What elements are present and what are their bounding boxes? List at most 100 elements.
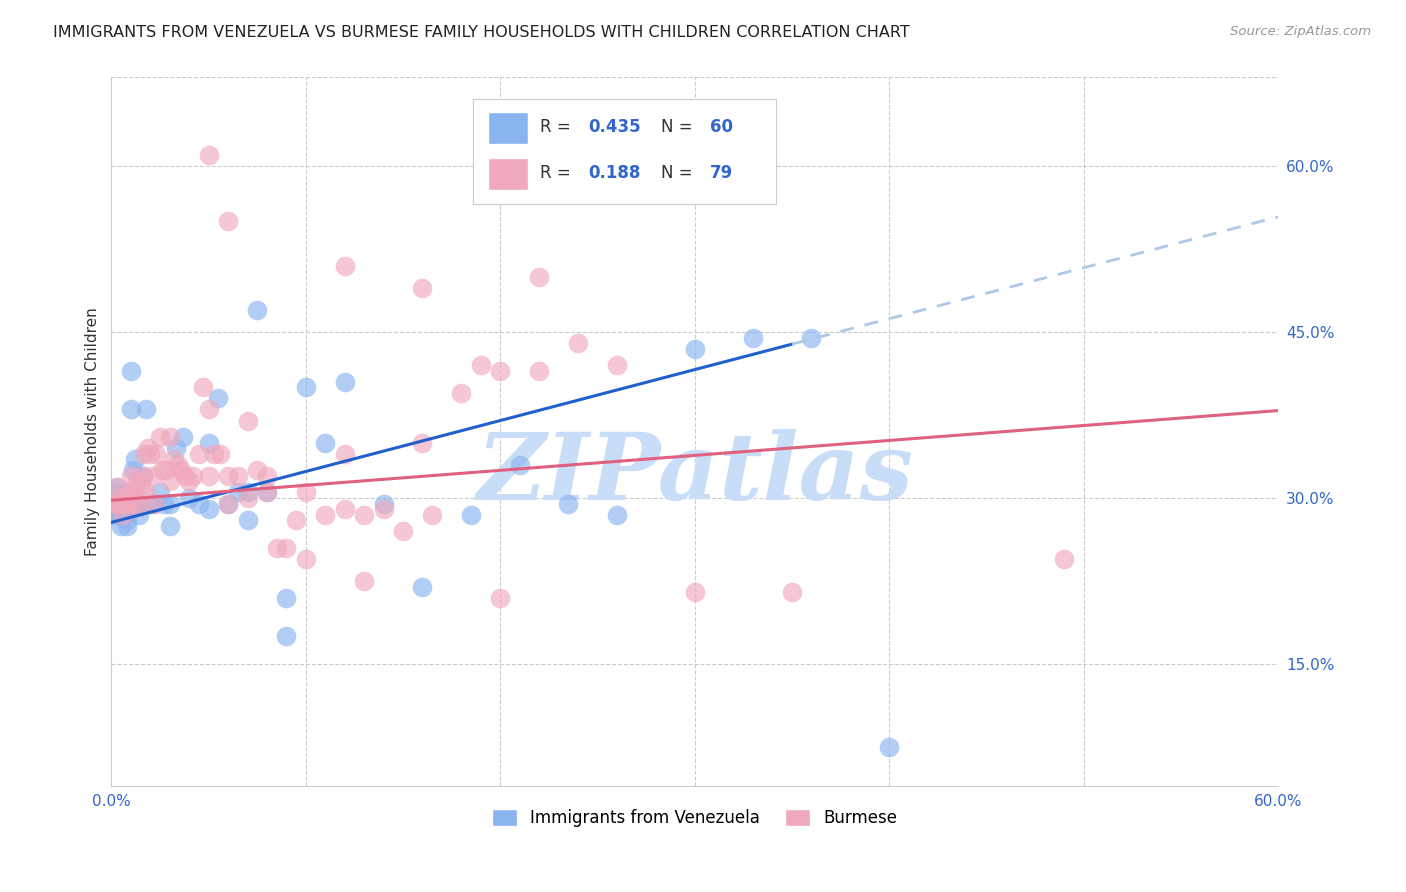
Point [118, 497, 141, 511]
Point [527, 364, 550, 378]
Point [118, 485, 141, 500]
Point [134, 447, 156, 461]
Point [236, 491, 259, 505]
Point [333, 502, 356, 516]
Point [112, 508, 135, 522]
Point [115, 518, 138, 533]
Point [191, 380, 214, 394]
Point [110, 491, 132, 505]
Point [411, 435, 433, 450]
Point [217, 497, 239, 511]
Point [557, 497, 579, 511]
Point [489, 364, 512, 378]
Point [246, 463, 269, 477]
Point [114, 497, 136, 511]
Point [104, 485, 127, 500]
Point [149, 430, 172, 444]
Point [149, 485, 172, 500]
Point [197, 469, 219, 483]
Point [150, 463, 173, 477]
Point [153, 497, 176, 511]
Point [104, 497, 127, 511]
Point [217, 497, 239, 511]
Point [131, 469, 153, 483]
Point [1053, 552, 1076, 566]
Point [780, 585, 803, 599]
Point [139, 447, 162, 461]
Point [411, 281, 433, 295]
Point [285, 513, 308, 527]
Point [683, 585, 706, 599]
Point [246, 302, 269, 317]
Point [166, 458, 188, 472]
Point [124, 485, 146, 500]
Point [120, 364, 142, 378]
Point [236, 413, 259, 427]
Point [104, 508, 127, 522]
Point [174, 469, 197, 483]
Point [162, 452, 184, 467]
Point [295, 485, 318, 500]
Point [135, 485, 157, 500]
Point [226, 469, 249, 483]
Point [460, 508, 482, 522]
Point [470, 358, 492, 372]
Point [120, 402, 142, 417]
Point [108, 497, 131, 511]
Point [420, 508, 443, 522]
Point [118, 485, 141, 500]
Point [226, 485, 249, 500]
Point [567, 336, 589, 351]
Point [800, 330, 823, 344]
Point [373, 502, 395, 516]
Point [266, 541, 288, 555]
Text: IMMIGRANTS FROM VENEZUELA VS BURMESE FAMILY HOUSEHOLDS WITH CHILDREN CORRELATION: IMMIGRANTS FROM VENEZUELA VS BURMESE FAM… [53, 25, 910, 40]
Point [314, 435, 336, 450]
Point [159, 518, 181, 533]
Point [110, 497, 132, 511]
Point [125, 475, 148, 489]
Point [121, 497, 143, 511]
Point [197, 402, 219, 417]
Point [105, 480, 128, 494]
Point [108, 497, 131, 511]
Point [683, 342, 706, 356]
Text: ZIPatlas: ZIPatlas [477, 429, 912, 519]
Point [105, 480, 128, 494]
Point [120, 469, 142, 483]
Point [159, 497, 181, 511]
Point [165, 441, 187, 455]
Point [124, 452, 146, 467]
Point [129, 480, 152, 494]
Point [256, 485, 278, 500]
Point [197, 502, 219, 516]
Point [606, 508, 628, 522]
Point [333, 447, 356, 461]
Point [115, 497, 138, 511]
Point [392, 524, 415, 539]
Point [112, 497, 135, 511]
Legend: Immigrants from Venezuela, Burmese: Immigrants from Venezuela, Burmese [485, 803, 904, 834]
Point [187, 447, 209, 461]
Point [877, 739, 900, 754]
Point [128, 508, 150, 522]
Point [131, 469, 153, 483]
Point [121, 463, 143, 477]
Point [742, 330, 765, 344]
Point [172, 430, 194, 444]
Point [181, 469, 204, 483]
Point [114, 497, 136, 511]
Y-axis label: Family Households with Children: Family Households with Children [86, 307, 100, 556]
Point [108, 508, 131, 522]
Point [103, 497, 125, 511]
Point [143, 497, 166, 511]
Point [333, 375, 356, 389]
Point [114, 491, 136, 505]
Point [197, 148, 219, 162]
Point [353, 574, 375, 588]
Point [236, 513, 259, 527]
Point [295, 380, 318, 394]
Point [527, 269, 550, 284]
Text: Source: ZipAtlas.com: Source: ZipAtlas.com [1230, 25, 1371, 38]
Point [204, 447, 226, 461]
